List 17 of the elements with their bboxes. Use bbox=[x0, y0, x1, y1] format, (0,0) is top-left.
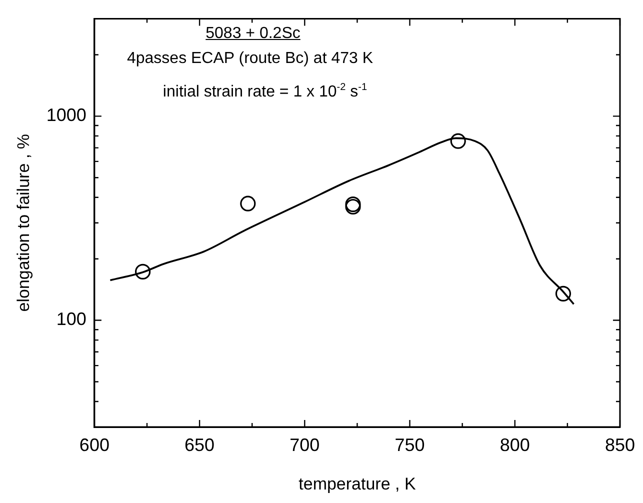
x-axis-title: temperature , K bbox=[298, 474, 416, 494]
point bbox=[450, 133, 466, 149]
y-tick-label: 1000 bbox=[46, 105, 86, 126]
point bbox=[240, 196, 256, 212]
annotation: 5083 + 0.2Sc bbox=[206, 25, 300, 43]
x-tick-label: 700 bbox=[290, 434, 320, 455]
x-tick-label: 600 bbox=[79, 434, 110, 455]
annotation: initial strain rate = 1 x 10$^{-2}$ s$^{-1}$ bbox=[162, 82, 368, 102]
x-tick-label: 850 bbox=[604, 434, 636, 455]
x-tick-label: 800 bbox=[500, 434, 530, 455]
point bbox=[555, 286, 572, 302]
y-axis-title: elongation to failure , % bbox=[14, 134, 33, 312]
y-tick-label: 100 bbox=[56, 309, 86, 330]
x-tick-label: 750 bbox=[394, 434, 425, 455]
point bbox=[134, 264, 151, 280]
annotation: 4passes ECAP (route Bc) at 473 K bbox=[126, 50, 374, 68]
x-tick-label: 650 bbox=[184, 434, 215, 455]
